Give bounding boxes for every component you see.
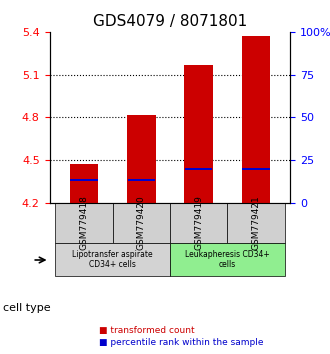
Bar bbox=[127, 114, 156, 203]
Text: GSM779418: GSM779418 bbox=[80, 195, 88, 250]
Bar bbox=[128, 179, 155, 181]
Text: Leukapheresis CD34+
cells: Leukapheresis CD34+ cells bbox=[185, 250, 270, 269]
FancyBboxPatch shape bbox=[170, 203, 227, 243]
Bar bbox=[242, 167, 270, 170]
Text: GSM779420: GSM779420 bbox=[137, 196, 146, 250]
Bar bbox=[70, 164, 98, 203]
FancyBboxPatch shape bbox=[113, 203, 170, 243]
FancyBboxPatch shape bbox=[170, 243, 285, 276]
FancyBboxPatch shape bbox=[55, 203, 113, 243]
FancyBboxPatch shape bbox=[227, 203, 285, 243]
Text: Lipotransfer aspirate
CD34+ cells: Lipotransfer aspirate CD34+ cells bbox=[72, 250, 153, 269]
Text: GSM779419: GSM779419 bbox=[194, 195, 203, 250]
Bar bbox=[185, 167, 212, 170]
Text: cell type: cell type bbox=[3, 303, 51, 313]
Bar bbox=[70, 179, 98, 181]
Text: ■ transformed count: ■ transformed count bbox=[99, 326, 195, 336]
Bar bbox=[184, 65, 213, 203]
Text: GSM779421: GSM779421 bbox=[251, 196, 260, 250]
Text: ■ percentile rank within the sample: ■ percentile rank within the sample bbox=[99, 338, 263, 347]
Title: GDS4079 / 8071801: GDS4079 / 8071801 bbox=[93, 14, 247, 29]
FancyBboxPatch shape bbox=[55, 243, 170, 276]
Bar bbox=[242, 36, 270, 203]
